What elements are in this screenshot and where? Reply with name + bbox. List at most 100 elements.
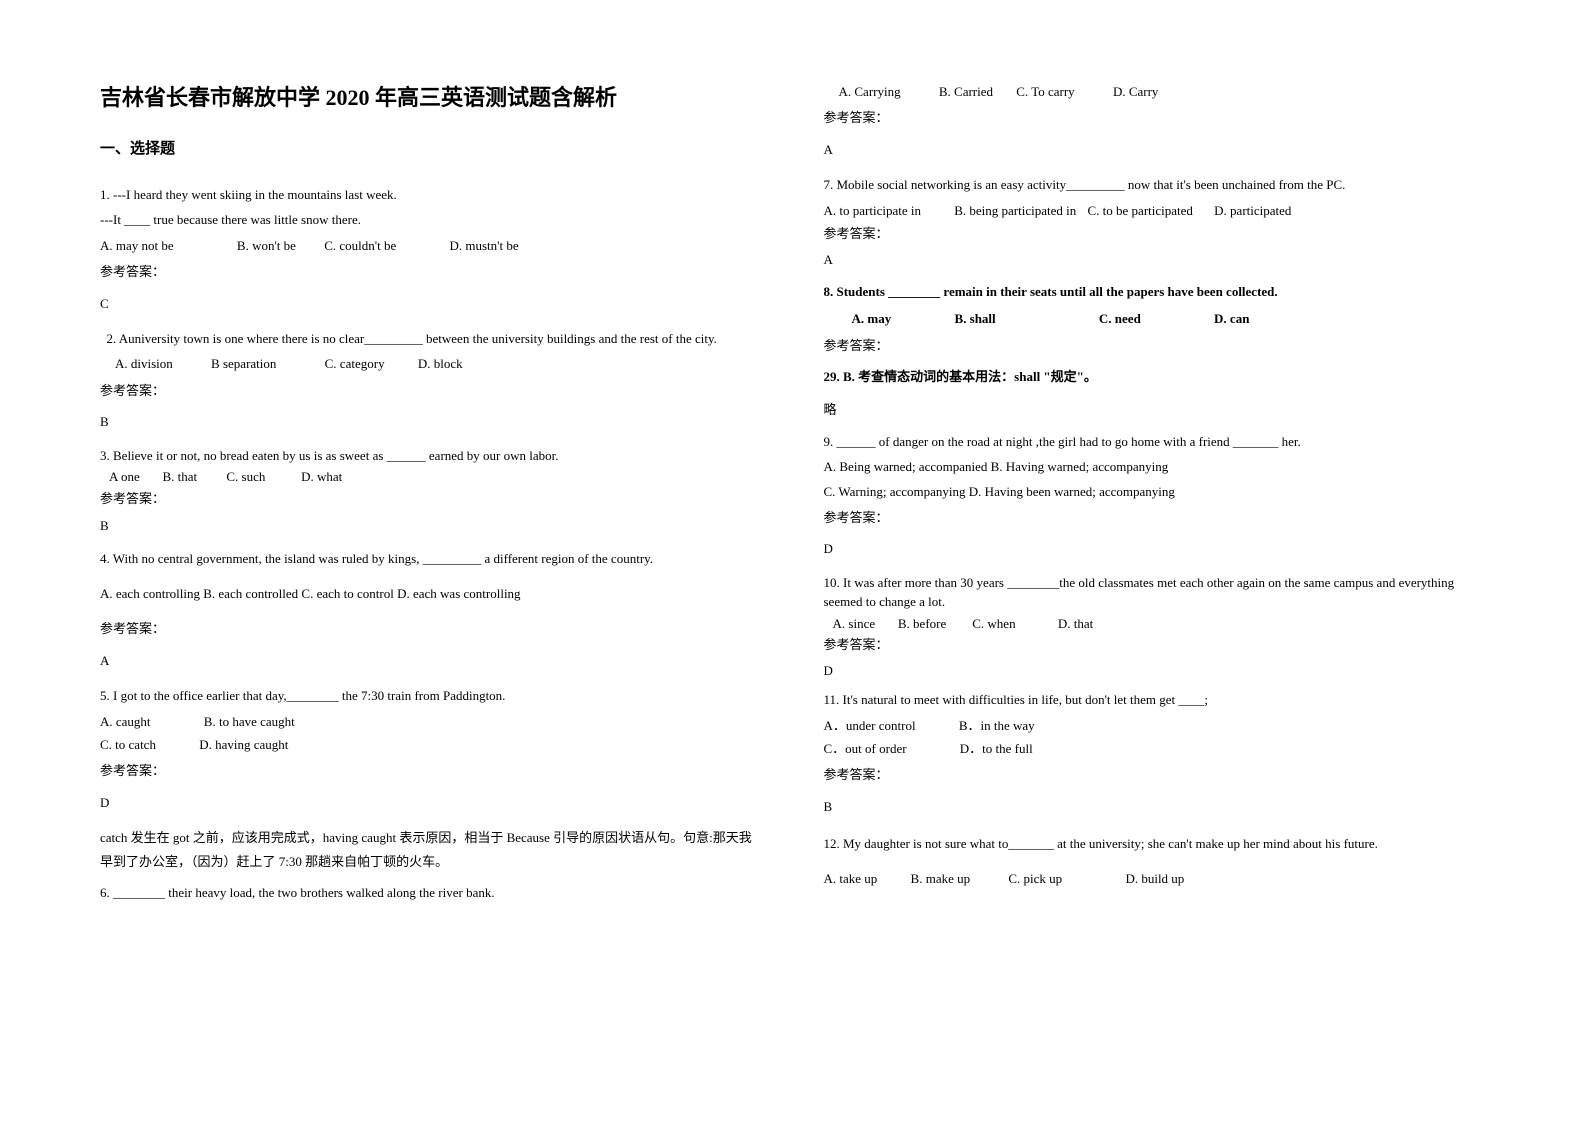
q1-line1: 1. ---I heard they went skiing in the mo… xyxy=(100,183,764,206)
q7-answer: A xyxy=(824,248,1488,271)
question-8: 8. Students ________ remain in their sea… xyxy=(824,280,1488,422)
q1-answer: C xyxy=(100,292,764,315)
q8-opt-a: A. may xyxy=(852,307,892,330)
q1-options: A. may not be B. won't be C. couldn't be… xyxy=(100,234,764,257)
q11-options-row1: A．under control B．in the way xyxy=(824,714,1488,737)
q10-ref-label: 参考答案： xyxy=(824,635,1488,655)
q2-opt-b: B separation xyxy=(211,352,276,375)
question-6-stem: 6. ________ their heavy load, the two br… xyxy=(100,881,764,904)
q1-ref-label: 参考答案： xyxy=(100,260,764,283)
q5-answer: D xyxy=(100,791,764,814)
q12-options: A. take up B. make up C. pick up D. buil… xyxy=(824,867,1488,890)
question-6-opts: A. Carrying B. Carried C. To carry D. Ca… xyxy=(824,80,1488,161)
q6-options: A. Carrying B. Carried C. To carry D. Ca… xyxy=(824,80,1488,103)
question-10: 10. It was after more than 30 years ____… xyxy=(824,573,1488,681)
q10-answer: D xyxy=(824,661,1488,681)
q6-opt-c: C. To carry xyxy=(1016,80,1074,103)
q6-opt-d: D. Carry xyxy=(1113,80,1159,103)
q1-opt-a: A. may not be xyxy=(100,234,174,257)
q11-opt-d: D．to the full xyxy=(960,737,1033,760)
q11-answer: B xyxy=(824,795,1488,818)
q5-options-row2: C. to catch D. having caught xyxy=(100,733,764,756)
q8-opt-b: B. shall xyxy=(954,307,995,330)
question-3: 3. Believe it or not, no bread eaten by … xyxy=(100,446,764,538)
right-column: A. Carrying B. Carried C. To carry D. Ca… xyxy=(824,80,1488,912)
q9-ref-label: 参考答案： xyxy=(824,506,1488,529)
question-7: 7. Mobile social networking is an easy a… xyxy=(824,173,1488,272)
q6-ref-label: 参考答案： xyxy=(824,106,1488,129)
q12-opt-c: C. pick up xyxy=(1008,867,1062,890)
question-9: 9. ______ of danger on the road at night… xyxy=(824,430,1488,561)
q12-line1: 12. My daughter is not sure what to_____… xyxy=(824,830,1488,859)
q6-opt-b: B. Carried xyxy=(939,80,993,103)
q11-opt-a: A．under control xyxy=(824,714,916,737)
q11-ref-label: 参考答案： xyxy=(824,763,1488,786)
document-title: 吉林省长春市解放中学 2020 年高三英语测试题含解析 xyxy=(100,80,764,112)
q8-brief: 略 xyxy=(824,398,1488,421)
q1-opt-b: B. won't be xyxy=(237,234,296,257)
q2-line1: 2. Auniversity town is one where there i… xyxy=(100,327,764,350)
q9-opts-b: C. Warning; accompanying D. Having been … xyxy=(824,480,1488,503)
question-11: 11. It's natural to meet with difficulti… xyxy=(824,688,1488,818)
q1-opt-d: D. mustn't be xyxy=(449,234,518,257)
q7-options: A. to participate in B. being participat… xyxy=(824,199,1488,222)
q7-opt-b: B. being participated in xyxy=(954,199,1076,222)
q5-opt-d: D. having caught xyxy=(199,733,288,756)
q4-line1: 4. With no central government, the islan… xyxy=(100,545,764,574)
q7-opt-d: D. participated xyxy=(1214,199,1291,222)
q6-opt-a: A. Carrying xyxy=(839,80,901,103)
q3-line1: 3. Believe it or not, no bread eaten by … xyxy=(100,446,764,466)
q11-opt-c: C．out of order xyxy=(824,737,907,760)
q12-opt-d: D. build up xyxy=(1125,867,1184,890)
q5-opt-c: C. to catch xyxy=(100,733,156,756)
q3-answer: B xyxy=(100,514,764,537)
q12-opt-b: B. make up xyxy=(911,867,971,890)
q9-answer: D xyxy=(824,537,1488,560)
q10-line1: 10. It was after more than 30 years ____… xyxy=(824,573,1488,612)
q5-line1: 5. I got to the office earlier that day,… xyxy=(100,684,764,707)
section-heading: 一、选择题 xyxy=(100,137,764,158)
question-1: 1. ---I heard they went skiing in the mo… xyxy=(100,183,764,315)
q5-opt-a: A. caught xyxy=(100,710,151,733)
question-2: 2. Auniversity town is one where there i… xyxy=(100,327,764,434)
q11-options-row2: C．out of order D．to the full xyxy=(824,737,1488,760)
q9-opts-a: A. Being warned; accompanied B. Having w… xyxy=(824,455,1488,478)
q4-answer: A xyxy=(100,649,764,672)
q2-answer: B xyxy=(100,410,764,433)
q4-ref-label: 参考答案： xyxy=(100,617,764,640)
left-column: 吉林省长春市解放中学 2020 年高三英语测试题含解析 一、选择题 1. ---… xyxy=(100,80,764,912)
q7-opt-a: A. to participate in xyxy=(824,199,921,222)
q1-opt-c: C. couldn't be xyxy=(324,234,396,257)
q2-opt-d: D. block xyxy=(418,352,463,375)
q8-answer-line: 29. B. 考查情态动词的基本用法：shall "规定"。 xyxy=(824,365,1488,388)
q8-ref-label: 参考答案： xyxy=(824,334,1488,357)
question-12: 12. My daughter is not sure what to_____… xyxy=(824,830,1488,890)
q2-opt-a: A. division xyxy=(115,352,173,375)
q6-answer: A xyxy=(824,138,1488,161)
q8-opt-c: C. need xyxy=(1099,307,1141,330)
question-4: 4. With no central government, the islan… xyxy=(100,545,764,672)
two-column-layout: 吉林省长春市解放中学 2020 年高三英语测试题含解析 一、选择题 1. ---… xyxy=(100,80,1487,912)
question-5: 5. I got to the office earlier that day,… xyxy=(100,684,764,873)
q9-line1: 9. ______ of danger on the road at night… xyxy=(824,430,1488,453)
q12-opt-a: A. take up xyxy=(824,867,878,890)
q7-ref-label: 参考答案： xyxy=(824,222,1488,245)
q4-opts: A. each controlling B. each controlled C… xyxy=(100,582,764,605)
q8-line1: 8. Students ________ remain in their sea… xyxy=(824,280,1488,303)
q3-opts: A one B. that C. such D. what xyxy=(100,467,764,487)
q8-opt-d: D. can xyxy=(1214,307,1249,330)
q11-opt-b: B．in the way xyxy=(959,714,1035,737)
q2-options: A. division B separation C. category D. … xyxy=(100,352,764,375)
q7-opt-c: C. to be participated xyxy=(1088,199,1193,222)
q8-options: A. may B. shall C. need D. can xyxy=(824,307,1488,330)
q1-line2: ---It ____ true because there was little… xyxy=(100,208,764,231)
q6-line1: 6. ________ their heavy load, the two br… xyxy=(100,881,764,904)
q11-line1: 11. It's natural to meet with difficulti… xyxy=(824,688,1488,711)
q5-ref-label: 参考答案： xyxy=(100,759,764,782)
q7-line1: 7. Mobile social networking is an easy a… xyxy=(824,173,1488,196)
q2-opt-c: C. category xyxy=(325,352,385,375)
q10-opts: A. since B. before C. when D. that xyxy=(824,614,1488,634)
q5-explain: catch 发生在 got 之前，应该用完成式，having caught 表示… xyxy=(100,826,764,873)
q5-opt-b: B. to have caught xyxy=(204,710,295,733)
q5-options-row1: A. caught B. to have caught xyxy=(100,710,764,733)
